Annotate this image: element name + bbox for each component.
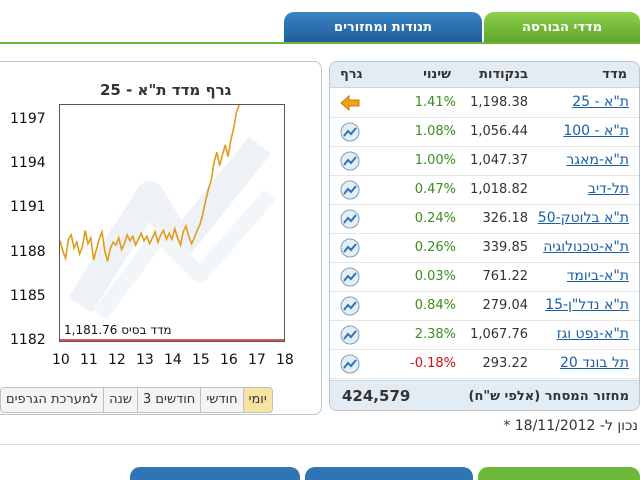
x-tick-label: 15 [192,352,210,368]
index-name-link[interactable]: ת"א-נפט וגז [556,326,629,342]
index-name-link[interactable]: ת"א - 100 [563,123,629,139]
y-tick-label: 1185 [10,287,46,304]
bottom-tab-1[interactable] [478,467,640,480]
series-line-group [59,104,240,262]
header-change: שינוי [423,67,451,82]
bottom-tab-2[interactable] [305,467,473,480]
chart-plot-area: מדד בסיס 1,181.76 [59,104,285,342]
index-change: 0.84% [414,298,456,313]
watermark-logo [68,136,277,320]
index-change: 2.38% [414,327,456,342]
chart-icon[interactable] [340,180,360,200]
chart-title: גרף מדד ת"א - 25 [100,81,232,99]
chart-icon[interactable] [340,296,360,316]
index-change: 1.08% [414,124,456,139]
table-row: ת"א - 100 1,056.44 1.08% [330,118,639,147]
y-tick-label: 1197 [10,110,46,127]
as-of-date: * נכון ל- 18/11/2012 [503,418,638,434]
chart-icon[interactable] [340,209,360,229]
chart-icon[interactable] [340,325,360,345]
table-row: ת"א-ביומד 761.22 0.03% [330,263,639,292]
table-row: ת"א-טכנולוגיה 339.85 0.26% [330,234,639,263]
x-tick-label: 17 [248,352,266,368]
index-name-link[interactable]: ת"א בלוטק-50 [537,210,629,226]
index-points: 1,198.38 [470,95,528,110]
table-row: ת"א-נפט וגז 1,067.76 2.38% [330,321,639,350]
y-tick-label: 1191 [10,199,46,216]
index-points: 1,056.44 [470,124,528,139]
chart-icon[interactable] [340,122,360,142]
index-points: 1,067.76 [470,327,528,342]
chart-icon[interactable] [340,267,360,287]
table-row: תל בונד 20 293.22 -0.18% [330,350,639,379]
y-tick-label: 1188 [10,243,46,260]
turnover-label: מחזור המסחר (אלפי ש"ח) [468,389,630,404]
x-tick-label: 13 [136,352,154,368]
x-tick-label: 12 [108,352,126,368]
index-change: 0.47% [414,182,456,197]
index-points: 1,047.37 [470,153,528,168]
range-button-graphs-system[interactable]: למערכת הגרפים [1,388,104,412]
table-footer: מחזור המסחר (אלפי ש"ח) 424,579 [330,380,639,410]
table-row: ת"א-מאגר 1,047.37 1.00% [330,147,639,176]
tab-trades[interactable]: תנודות ומחזורים [284,12,482,42]
table-row: תל-דיב 1,018.82 0.47% [330,176,639,205]
index-change: 1.41% [414,95,456,110]
header-graph: גרף [340,67,363,82]
index-points: 761.22 [482,269,529,284]
x-tick-label: 10 [52,352,70,368]
range-button-year[interactable]: שנה [103,388,138,412]
range-button-3-months[interactable]: 3 חודשים [137,388,201,412]
range-button-monthly[interactable]: חודשי [200,388,243,412]
index-name-link[interactable]: תל-דיב [587,181,629,197]
index-name-link[interactable]: ת"א-טכנולוגיה [543,239,629,255]
index-change: 0.24% [414,211,456,226]
base-index-label: מדד בסיס 1,181.76 [64,323,172,337]
index-change: 1.00% [414,153,456,168]
tab-underline [0,42,640,44]
index-name-link[interactable]: ת"א-ביומד [566,268,629,284]
tab-indices[interactable]: מדדי הבורסה [484,12,640,42]
section-divider [0,444,640,445]
series-line [59,104,240,262]
index-name-link[interactable]: ת"א-מאגר [566,152,629,168]
x-tick-label: 18 [276,352,294,368]
range-button-daily[interactable]: יומי [242,388,272,412]
y-tick-label: 1194 [10,155,46,171]
chart-icon[interactable] [340,238,360,258]
line-chart [59,104,284,341]
header-index: מדד [602,67,627,82]
index-points: 1,018.82 [470,182,528,197]
table-row: ת"א - 25 1,198.38 1.41% [330,89,639,118]
index-change: 0.26% [414,240,456,255]
table-row: ת"א בלוטק-50 326.18 0.24% [330,205,639,234]
index-points: 293.22 [482,356,529,371]
index-name-link[interactable]: תל בונד 20 [559,355,629,371]
indices-table: מדד בנקודות שינוי גרף ת"א - 25 1,198.38 1.… [329,61,640,411]
chart-icon[interactable] [340,354,360,374]
index-change: -0.18% [410,356,456,371]
index-change: 0.03% [414,269,456,284]
x-tick-label: 14 [164,352,182,368]
index-name-link[interactable]: ת"א - 25 [572,94,629,110]
x-tick-label: 16 [220,352,238,368]
index-points: 339.85 [482,240,529,255]
range-selector: למערכת הגרפים שנה 3 חודשים חודשי יומי [0,387,273,413]
index-points: 326.18 [482,211,529,226]
arrow-left-icon[interactable] [340,93,360,113]
table-row: ת"א נדל"ן-15 279.04 0.84% [330,292,639,321]
turnover-value: 424,579 [342,387,411,405]
x-tick-label: 11 [80,352,98,368]
chart-icon[interactable] [340,151,360,171]
y-tick-label: 1182 [10,332,46,348]
index-name-link[interactable]: ת"א נדל"ן-15 [545,297,629,313]
header-points: בנקודות [479,67,528,82]
table-header: מדד בנקודות שינוי גרף [330,62,639,88]
index-points: 279.04 [482,298,529,313]
bottom-tab-3[interactable] [130,467,300,480]
